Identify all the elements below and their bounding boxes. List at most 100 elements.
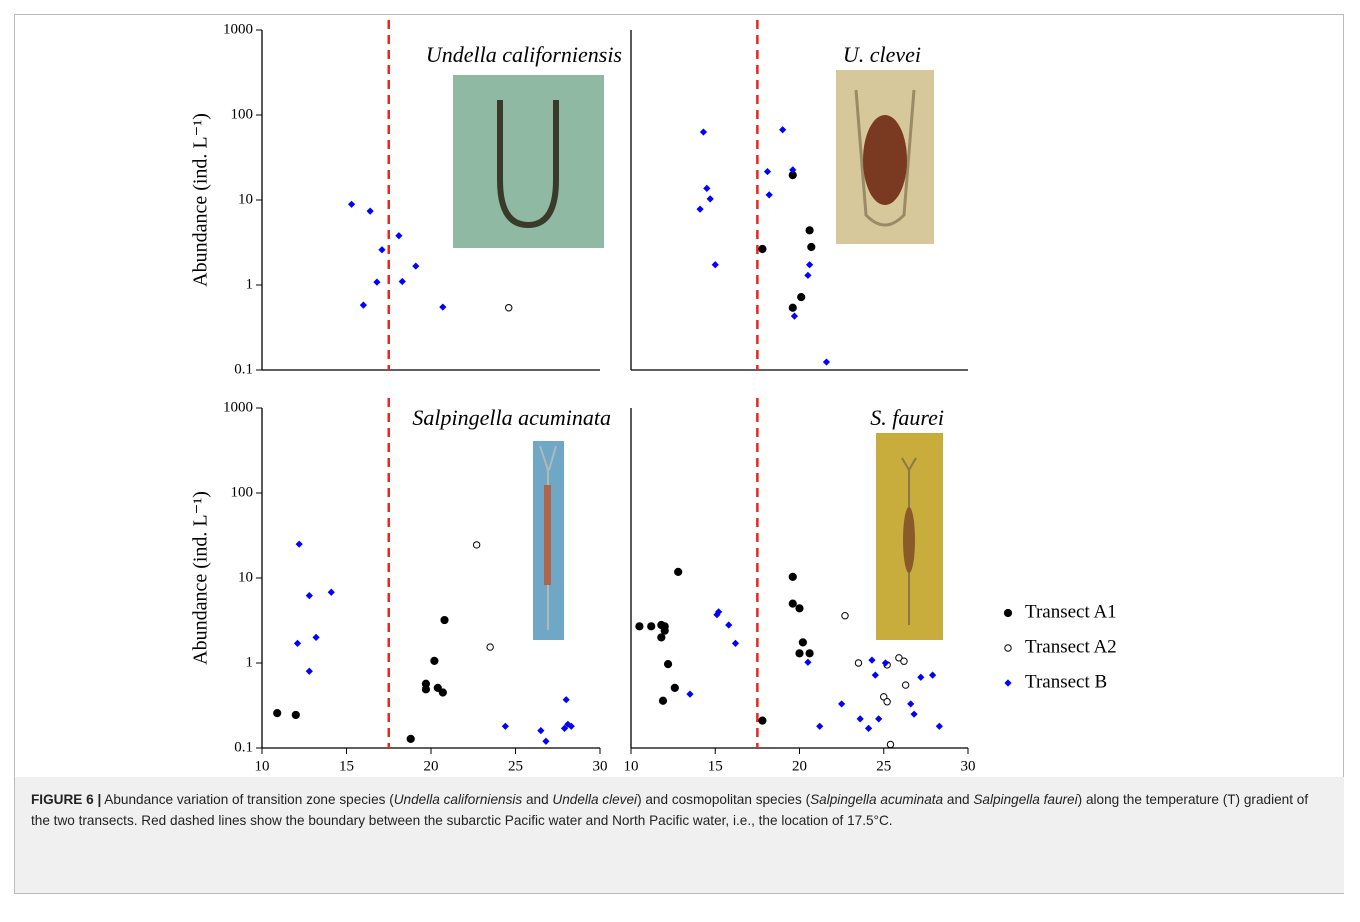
filled-circle-marker [430, 656, 439, 665]
y-tick-label: 100 [231, 484, 254, 500]
caption-text: Undella clevei [552, 792, 638, 807]
open-circle-marker [854, 659, 863, 667]
legend-label: Transect A2 [1025, 636, 1117, 657]
diamond-marker [806, 261, 814, 269]
filled-circle-marker [788, 572, 797, 582]
x-tick-label: 25 [508, 758, 523, 774]
y-tick-label: 10 [238, 191, 253, 207]
filled-circle-marker [635, 622, 644, 631]
x-tick-label: 25 [876, 758, 891, 774]
open-circle-marker [900, 657, 908, 665]
filled-circle-marker [663, 660, 673, 669]
diamond-marker [868, 656, 876, 664]
y-tick-label: 100 [231, 106, 254, 122]
filled-circle-marker [647, 622, 656, 631]
diamond-marker [560, 724, 569, 733]
filled-circle-marker [1003, 608, 1013, 618]
diamond-marker [696, 205, 704, 213]
filled-circle-marker [788, 303, 797, 312]
open-circle-marker [841, 612, 849, 620]
x-tick-label: 10 [255, 758, 270, 774]
caption-text: ) and cosmopolitan species ( [637, 792, 811, 807]
diamond-marker [567, 722, 575, 730]
filled-circle-marker [795, 604, 804, 613]
caption-text: and [943, 792, 974, 807]
diamond-marker [1004, 679, 1012, 687]
diamond-marker [706, 195, 714, 203]
open-circle-marker [886, 740, 895, 749]
diamond-marker [804, 271, 812, 279]
diamond-marker [686, 690, 694, 698]
open-circle-marker [880, 693, 888, 701]
diamond-marker [822, 358, 831, 366]
x-tick-label: 30 [961, 758, 976, 774]
diamond-marker [929, 671, 937, 679]
diamond-marker [439, 303, 447, 311]
diamond-marker [327, 588, 335, 596]
diamond-marker [871, 671, 879, 679]
filled-circle-marker [674, 567, 683, 576]
diamond-marker [765, 191, 773, 199]
filled-circle-marker [657, 633, 666, 642]
panel-title: S. faurei [870, 405, 944, 430]
caption-text: and [522, 792, 553, 807]
caption-text: Salpingella faurei [973, 792, 1078, 807]
filled-circle-marker [273, 709, 282, 718]
diamond-marker [725, 621, 733, 629]
x-tick-label: 15 [708, 758, 723, 774]
diamond-marker [412, 262, 420, 270]
diamond-marker [838, 700, 846, 708]
figure-caption: FIGURE 6 | Abundance variation of transi… [15, 777, 1344, 893]
y-axis-label: Abundance (ind. L⁻¹) [190, 113, 212, 287]
caption-text: Undella californiensis [393, 792, 523, 807]
filled-circle-marker [807, 242, 816, 252]
y-axis-label: Abundance (ind. L⁻¹) [190, 491, 212, 665]
inset-photo [453, 70, 943, 640]
x-tick-label: 20 [424, 758, 439, 774]
open-circle-marker [895, 654, 903, 662]
diamond-marker [779, 126, 787, 134]
legend-label: Transect B [1025, 671, 1107, 692]
legend-label: Transect A1 [1025, 601, 1117, 622]
caption-label: FIGURE 6 | [31, 792, 102, 807]
y-tick-label: 1000 [223, 21, 253, 37]
diamond-marker [816, 722, 824, 730]
diamond-marker [312, 633, 320, 642]
diamond-marker [378, 246, 386, 254]
diamond-marker [731, 639, 740, 648]
diamond-marker [305, 667, 313, 675]
x-tick-label: 30 [593, 758, 608, 774]
diamond-marker [395, 232, 403, 240]
diamond-marker [359, 301, 367, 309]
open-circle-marker [486, 643, 494, 651]
filled-circle-marker [421, 685, 431, 694]
diamond-marker [373, 278, 381, 286]
diamond-marker [935, 722, 943, 730]
panel-title: Undella californiensis [426, 42, 622, 67]
diamond-marker [398, 277, 406, 286]
diamond-marker [789, 166, 797, 174]
filled-circle-marker [433, 683, 442, 692]
x-tick-label: 10 [624, 758, 639, 774]
diamond-marker [790, 312, 799, 320]
y-tick-label: 0.1 [234, 739, 253, 755]
chart: 0.1 1 10 100 1000 Abundance (ind. L⁻¹) Undella… [190, 20, 1117, 774]
diamond-marker [804, 658, 812, 666]
filled-circle-marker [440, 615, 449, 625]
open-circle-marker [1004, 644, 1012, 652]
filled-circle-marker [291, 710, 300, 720]
diamond-marker [881, 659, 890, 667]
diamond-marker [703, 184, 711, 192]
diamond-marker [864, 724, 873, 733]
y-tick-label: 10 [238, 569, 253, 585]
filled-circle-marker [805, 649, 814, 658]
diamond-marker [542, 737, 550, 745]
diamond-marker [907, 700, 915, 708]
diamond-marker [537, 727, 545, 735]
filled-circle-marker [798, 638, 807, 647]
diamond-marker [910, 710, 918, 718]
diamond-marker [856, 715, 864, 723]
panel-title: Salpingella acuminata [412, 405, 611, 430]
filled-circle-marker [788, 599, 797, 608]
